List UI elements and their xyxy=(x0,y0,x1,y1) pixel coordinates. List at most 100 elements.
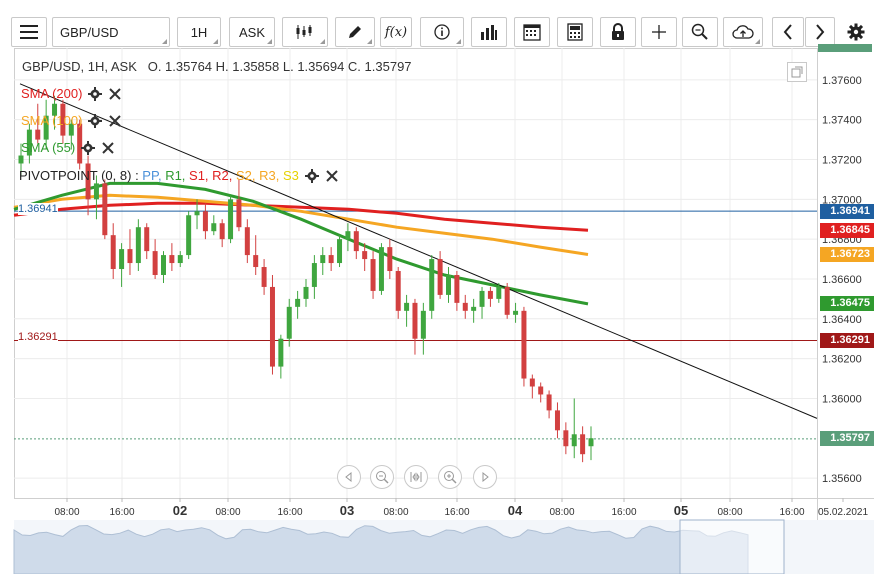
candle-body[interactable] xyxy=(295,298,301,307)
candle-body[interactable] xyxy=(219,223,225,240)
candle-body[interactable] xyxy=(529,378,535,387)
candle-body[interactable] xyxy=(395,271,401,311)
zoom-in-button[interactable] xyxy=(438,465,462,489)
candle-body[interactable] xyxy=(546,394,552,411)
candle-body[interactable] xyxy=(378,247,384,291)
candle-body[interactable] xyxy=(362,251,368,260)
candle-body[interactable] xyxy=(328,255,334,264)
legend-pivot-point[interactable]: PIVOTPOINT (0, 8) : PP, R1, S1, R2, S2, … xyxy=(19,168,339,183)
legend-sma-100[interactable]: SMA (100) xyxy=(21,113,122,128)
candle-body[interactable] xyxy=(513,310,519,315)
candle-body[interactable] xyxy=(35,129,41,140)
candle-body[interactable] xyxy=(152,251,158,275)
candle-body[interactable] xyxy=(144,227,150,252)
candle-body[interactable] xyxy=(504,286,510,315)
trend-line[interactable] xyxy=(19,83,818,419)
candle-body[interactable] xyxy=(228,199,234,240)
candle-body[interactable] xyxy=(127,249,133,264)
candle-body[interactable] xyxy=(68,123,74,136)
calculator-button[interactable] xyxy=(557,17,593,47)
symbol-selector[interactable]: GBP/USD xyxy=(52,17,170,47)
candle-body[interactable] xyxy=(353,231,359,252)
volume-button[interactable] xyxy=(471,17,507,47)
candle-body[interactable] xyxy=(194,211,200,216)
scroll-right-button[interactable] xyxy=(805,17,835,47)
candle-body[interactable] xyxy=(177,255,183,264)
candle-body[interactable] xyxy=(337,239,343,264)
candle-body[interactable] xyxy=(52,103,58,116)
candle-body[interactable] xyxy=(253,255,259,268)
candle-body[interactable] xyxy=(496,286,502,299)
candle-body[interactable] xyxy=(429,259,435,311)
candle-body[interactable] xyxy=(278,338,284,367)
drawing-tools-button[interactable] xyxy=(335,17,375,47)
candle-body[interactable] xyxy=(269,286,275,367)
timeframe-selector[interactable]: 1H xyxy=(177,17,221,47)
candle-body[interactable] xyxy=(77,123,83,164)
candle-body[interactable] xyxy=(404,302,410,311)
candle-body[interactable] xyxy=(186,215,192,256)
price-type-selector[interactable]: ASK xyxy=(229,17,275,47)
expand-chart-button[interactable] xyxy=(787,62,807,82)
pan-right-button[interactable] xyxy=(473,465,497,489)
candle-body[interactable] xyxy=(370,259,376,291)
info-button[interactable] xyxy=(420,17,464,47)
candle-body[interactable] xyxy=(102,183,108,236)
crosshair-button[interactable] xyxy=(641,17,677,47)
candle-body[interactable] xyxy=(261,267,267,287)
zoom-button[interactable] xyxy=(682,17,718,47)
candle-body[interactable] xyxy=(446,274,451,295)
cloud-save-button[interactable] xyxy=(723,17,763,47)
candle-body[interactable] xyxy=(135,227,141,264)
sma-100-line[interactable] xyxy=(13,193,589,256)
candle-body[interactable] xyxy=(462,302,468,311)
candle-body[interactable] xyxy=(479,290,485,307)
lock-button[interactable] xyxy=(600,17,636,47)
candle-body[interactable] xyxy=(412,302,418,339)
candle-body[interactable] xyxy=(26,129,32,156)
gear-icon[interactable] xyxy=(88,86,103,101)
sma-200-line[interactable] xyxy=(13,201,589,232)
gear-icon[interactable] xyxy=(304,168,319,183)
navigator-window[interactable] xyxy=(679,519,785,574)
candle-body[interactable] xyxy=(60,103,66,136)
candle-body[interactable] xyxy=(345,231,351,240)
indicators-button[interactable]: f(x) xyxy=(380,17,412,47)
close-icon[interactable] xyxy=(325,169,339,183)
candle-body[interactable] xyxy=(93,183,99,200)
close-icon[interactable] xyxy=(108,114,122,128)
candle-body[interactable] xyxy=(521,310,527,379)
candle-body[interactable] xyxy=(236,199,242,228)
candle-body[interactable] xyxy=(119,249,125,270)
pan-left-button[interactable] xyxy=(337,465,361,489)
fit-chart-button[interactable] xyxy=(404,465,428,489)
candle-body[interactable] xyxy=(471,306,477,311)
menu-button[interactable] xyxy=(11,17,47,47)
settings-button[interactable] xyxy=(840,17,872,47)
candle-body[interactable] xyxy=(169,255,175,264)
candle-body[interactable] xyxy=(563,430,569,447)
candle-body[interactable] xyxy=(454,274,460,303)
candle-body[interactable] xyxy=(588,438,594,447)
candle-body[interactable] xyxy=(110,235,116,270)
candle-body[interactable] xyxy=(437,259,443,295)
close-icon[interactable] xyxy=(108,87,122,101)
gear-icon[interactable] xyxy=(88,113,103,128)
candle-body[interactable] xyxy=(85,163,91,200)
close-icon[interactable] xyxy=(101,141,115,155)
candle-body[interactable] xyxy=(286,306,292,339)
candle-body[interactable] xyxy=(580,434,586,455)
candle-body[interactable] xyxy=(202,211,208,232)
candle-body[interactable] xyxy=(43,115,49,140)
candle-body[interactable] xyxy=(387,247,393,272)
calendar-button[interactable] xyxy=(514,17,550,47)
candle-body[interactable] xyxy=(311,263,317,287)
candle-body[interactable] xyxy=(420,310,426,339)
candle-body[interactable] xyxy=(320,255,326,264)
candle-body[interactable] xyxy=(161,255,166,275)
candle-body[interactable] xyxy=(487,290,493,299)
candle-body[interactable] xyxy=(571,434,577,447)
chart-type-button[interactable] xyxy=(282,17,328,47)
candle-body[interactable] xyxy=(303,286,309,299)
candle-body[interactable] xyxy=(18,155,24,164)
